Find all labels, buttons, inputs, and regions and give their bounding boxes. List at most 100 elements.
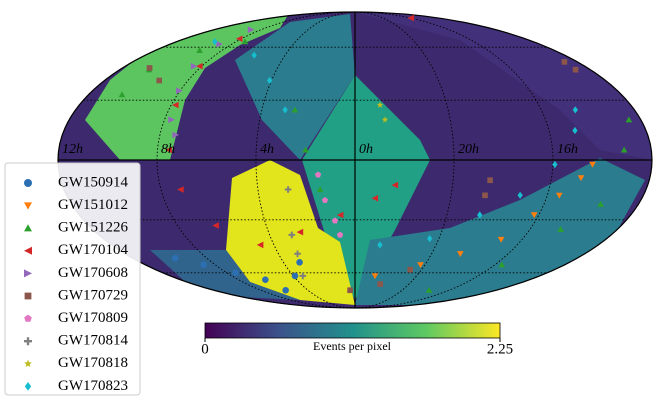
legend-marker [24,269,32,278]
marker [282,106,288,114]
marker [212,222,219,229]
legend-entries: GW150914 GW151012 GW151226 GW170104 GW170608… [24,174,128,394]
marker [172,131,179,139]
marker [625,116,633,123]
colorbar-tick-label: 0 [201,341,209,357]
legend [4,162,141,396]
marker [425,287,433,293]
points [118,14,633,294]
marker [171,254,179,262]
x-tick-label: 20h [458,142,479,157]
legend-marker [24,382,32,391]
marker [291,272,299,280]
x-tick-label: 4h [260,142,274,157]
marker [572,106,578,114]
marker [156,77,162,84]
marker [556,192,563,199]
legend-marker [24,337,32,346]
marker [407,266,413,273]
marker [620,146,628,153]
marker [331,217,339,224]
legend-marker [24,359,32,367]
marker [251,51,257,59]
marker [530,212,538,219]
marker [391,181,399,189]
marker [247,26,255,33]
x-tick-label: 8h [161,142,175,157]
marker [347,287,353,294]
marker [517,191,523,199]
marker [577,175,585,182]
marker [176,87,183,94]
marker [377,241,383,249]
legend-label: GW151226 [58,220,128,236]
marker [262,276,269,284]
colorbar [204,322,501,339]
marker [168,116,175,123]
marker [371,273,379,280]
sky-outline [57,11,653,309]
marker [118,91,126,98]
marker [291,106,299,113]
marker [417,262,424,269]
legend-label: GW170729 [58,287,128,303]
marker [146,65,153,71]
marker [196,62,203,70]
legend-label: GW170818 [58,355,128,371]
marker [336,211,344,219]
legend-label: GW170823 [58,378,128,394]
marker [241,38,249,45]
legend-label: GW170809 [58,310,128,326]
marker [497,236,505,243]
x-tick-label: 12h [62,142,83,157]
marker [381,116,389,123]
marker [552,160,558,169]
marker [267,76,273,85]
marker [196,47,203,53]
legend-marker [24,202,32,210]
tick-labels: 12h 8h 4h 0h 20h 16h [62,142,578,157]
legend-label: GW170608 [58,265,128,281]
legend-marker [24,179,32,187]
legend-marker [24,292,32,300]
marker [487,177,493,184]
marker [235,35,243,43]
legend-label: GW151012 [58,197,128,213]
marker [165,146,172,154]
marker [302,146,309,153]
marker [498,261,506,268]
marker [190,62,198,70]
marker [314,171,322,178]
marker [376,101,384,108]
marker [371,195,379,202]
colorbar-tick-label: 2.25 [487,341,513,357]
marker [597,200,604,207]
marker [572,126,578,135]
marker [177,186,184,193]
marker [212,38,218,46]
x-tick-label: 16h [557,142,578,157]
meridian [255,11,356,309]
marker [232,269,239,277]
marker [282,286,289,294]
marker [216,40,223,48]
marker [407,14,415,22]
marker [294,250,301,258]
marker [284,186,292,193]
marker [561,59,568,65]
marker [336,231,344,238]
colorbar-label: Events per pixel [313,339,392,353]
marker [377,281,383,287]
marker [457,251,464,258]
marker [200,261,207,269]
legend-label: GW150914 [58,174,128,190]
legend-label: GW170814 [58,333,128,349]
marker [316,186,324,193]
marker [321,197,329,203]
marker [482,192,488,199]
legend-marker [24,224,32,232]
marker [172,101,179,109]
marker [477,211,483,219]
marker [299,272,307,280]
